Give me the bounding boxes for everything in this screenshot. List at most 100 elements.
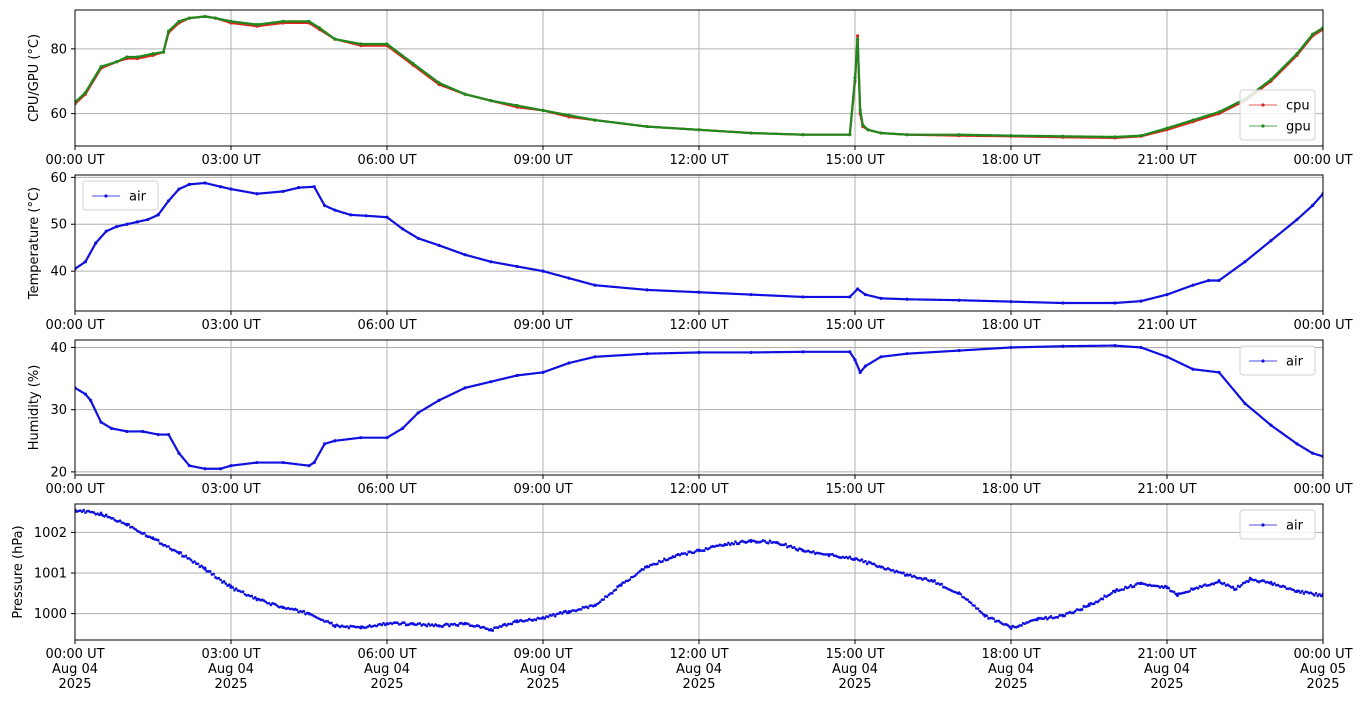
x-tick-label: 06:00 UT: [357, 647, 416, 662]
data-point: [83, 392, 87, 396]
data-point: [685, 553, 689, 556]
data-point: [467, 622, 470, 626]
data-point: [1115, 588, 1119, 591]
data-point: [111, 517, 115, 520]
data-point: [957, 591, 961, 594]
x-tick-label: Aug 04: [1144, 662, 1190, 677]
data-point: [217, 576, 221, 580]
panel-1: 00:00 UT 03:00 UT 06:00 UT 09:00 UT 12:00 UT…: [27, 9, 1353, 168]
x-tick-label: 15:00 UT: [825, 482, 884, 497]
data-point: [208, 570, 212, 573]
data-point: [1212, 582, 1216, 586]
data-point: [83, 260, 87, 264]
data-point: [411, 61, 415, 66]
data-point: [135, 220, 139, 224]
x-tick-label: 12:00 UT: [669, 318, 728, 333]
data-point: [858, 370, 862, 374]
data-point: [647, 565, 651, 569]
data-point: [1098, 599, 1101, 602]
data-point: [902, 571, 905, 575]
data-point: [441, 625, 444, 629]
data-point: [864, 559, 867, 563]
legend-box: [1239, 345, 1316, 376]
data-point: [80, 510, 84, 513]
data-point: [1061, 344, 1065, 348]
data-point: [403, 621, 406, 624]
data-point: [793, 546, 796, 549]
data-point: [980, 611, 983, 614]
data-point: [89, 398, 93, 402]
data-point: [380, 623, 384, 627]
data-point: [446, 622, 449, 626]
data-point: [177, 187, 181, 191]
x-tick-label: 2025: [994, 677, 1027, 692]
x-tick-label: 00:00 UT: [1293, 318, 1352, 333]
data-point: [212, 572, 215, 576]
x-tick-label: 21:00 UT: [1137, 647, 1196, 662]
data-point: [233, 588, 236, 592]
data-point: [437, 81, 441, 85]
plot-area: [75, 181, 1323, 305]
data-point: [879, 296, 883, 300]
data-point: [92, 511, 96, 514]
series-air-points: [75, 343, 1323, 471]
data-point: [645, 352, 649, 356]
data-point: [1316, 594, 1320, 598]
data-point: [281, 19, 285, 23]
x-tick-label: 09:00 UT: [513, 318, 572, 333]
data-point: [673, 555, 677, 559]
axes-frame: [74, 503, 1324, 641]
data-point: [992, 617, 995, 620]
data-point: [567, 361, 571, 365]
data-point: [678, 553, 682, 557]
data-point: [1061, 301, 1065, 305]
data-point: [1311, 451, 1315, 455]
data-point: [188, 557, 191, 560]
data-point: [177, 451, 181, 455]
data-point: [1160, 584, 1164, 588]
data-point: [846, 556, 850, 560]
data-point: [853, 76, 857, 80]
data-point: [510, 622, 514, 626]
data-point: [184, 554, 188, 558]
data-point: [489, 260, 493, 264]
x-tick-label: 03:00 UT: [201, 153, 260, 168]
data-point: [1228, 584, 1231, 588]
data-point: [1080, 608, 1084, 611]
data-point: [1196, 587, 1200, 590]
data-point: [161, 50, 165, 54]
legend-marker: [1261, 359, 1265, 363]
data-point: [966, 598, 969, 601]
data-point: [94, 241, 98, 245]
x-tick-label: 00:00 UT: [1293, 153, 1352, 168]
data-point: [135, 55, 139, 59]
y-tick-label: 50: [50, 218, 67, 233]
legend: air: [82, 180, 159, 211]
data-point: [312, 460, 316, 465]
x-tick-label: Aug 04: [520, 662, 566, 677]
data-point: [1311, 592, 1314, 596]
data-point: [103, 515, 106, 518]
data-point: [727, 541, 730, 545]
y-axis-label: Temperature (°C): [27, 187, 42, 300]
data-point: [382, 621, 385, 625]
data-point: [1167, 586, 1171, 590]
data-point: [203, 467, 207, 471]
data-point: [1139, 345, 1143, 350]
data-point: [437, 398, 441, 402]
data-point: [732, 542, 735, 546]
data-point: [593, 355, 597, 359]
data-point: [1191, 118, 1195, 122]
legend: air: [1239, 345, 1316, 376]
x-tick-label: 06:00 UT: [357, 318, 416, 333]
data-point: [1073, 609, 1077, 613]
data-point: [541, 108, 545, 112]
data-point: [432, 624, 436, 628]
data-point: [831, 552, 834, 556]
data-point: [463, 386, 467, 390]
data-point: [229, 464, 233, 468]
data-point: [317, 26, 321, 30]
data-point: [130, 525, 134, 529]
data-point: [642, 568, 645, 571]
